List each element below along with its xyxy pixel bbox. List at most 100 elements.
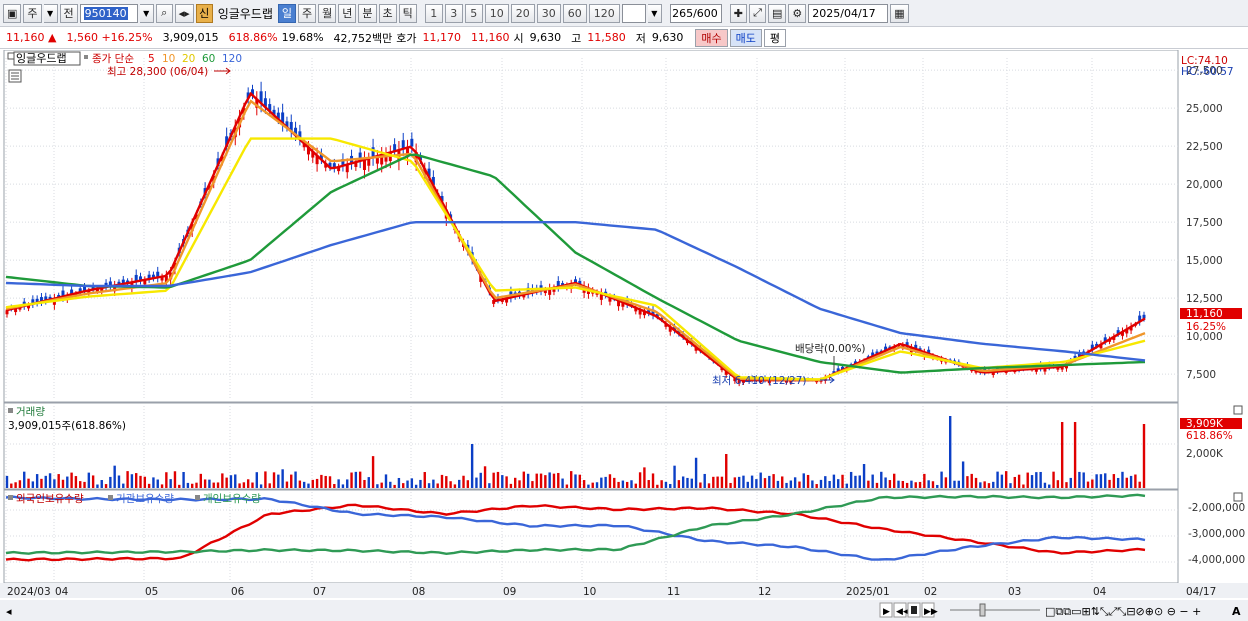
toolset-icons[interactable]: □⧉⧉▭⊞⇅⤡⤢⤡⊟⊘⊕⊙ ⊖ − + — [1045, 605, 1201, 618]
volume-bar — [70, 472, 73, 488]
volume-bar — [1013, 476, 1016, 488]
volume-bar — [246, 479, 250, 488]
scroll-bar[interactable] — [0, 600, 1248, 621]
volume-bar — [643, 467, 646, 488]
period-day-tab[interactable]: 일 — [277, 3, 297, 23]
candle-body — [380, 154, 384, 165]
period-month-tab[interactable]: 월 — [318, 3, 337, 23]
volume-bar — [552, 473, 556, 488]
x-tick-label: 10 — [583, 586, 596, 598]
minute-unit-120[interactable]: 120 — [588, 3, 620, 23]
gear-icon[interactable]: ⚙ — [788, 3, 807, 23]
volume-bar — [18, 480, 22, 488]
x-axis-bar — [0, 583, 1248, 598]
close-icon[interactable] — [1233, 405, 1243, 415]
volume-bar — [40, 478, 43, 488]
volume-bar — [216, 482, 220, 488]
speaker-icon[interactable]: ◂▸ — [174, 3, 194, 23]
zoom-slider-handle[interactable] — [979, 603, 986, 617]
volume-bar — [936, 484, 939, 488]
period-year-tab[interactable]: 년 — [338, 3, 357, 23]
volume-bar — [979, 482, 982, 488]
date-input[interactable]: 2025/04/17 — [808, 3, 889, 23]
volume-bar — [781, 476, 784, 488]
volume-bar — [733, 477, 737, 488]
holdings-ytick-2: -3,000,000 — [1188, 528, 1245, 540]
volume-bar — [389, 481, 392, 488]
volume-bar — [1078, 471, 1081, 488]
scroll-left-icon[interactable]: ◂ — [6, 605, 12, 618]
volume-bar — [354, 471, 358, 488]
candle-body — [61, 290, 65, 297]
volume-bar — [789, 480, 793, 488]
average-button[interactable]: 평 — [763, 28, 787, 47]
minute-unit-1[interactable]: 1 — [424, 3, 443, 23]
volume-bar — [561, 478, 564, 488]
crosshair-icon[interactable]: ✚ — [729, 3, 747, 23]
candle-body — [324, 163, 328, 168]
play-icon[interactable] — [879, 602, 893, 618]
stock-name-tag: 잉글우드랩 — [16, 52, 67, 65]
period-tick-tab[interactable]: 틱 — [398, 3, 417, 23]
close-icon[interactable] — [1233, 492, 1243, 502]
volume-bar — [367, 477, 370, 488]
calendar-icon[interactable]: ▦ — [890, 3, 909, 23]
bullet-icon — [8, 495, 13, 500]
candle-body — [901, 344, 905, 348]
save-icon[interactable]: ▤ — [768, 3, 787, 23]
candle-body — [530, 288, 534, 293]
buy-button[interactable]: 매수 — [695, 28, 728, 47]
minute-unit-10[interactable]: 10 — [484, 3, 509, 23]
minute-unit-60[interactable]: 60 — [562, 3, 587, 23]
candle-body — [526, 287, 530, 294]
volume-bar — [5, 475, 9, 488]
play-glyph: ▶ — [883, 607, 890, 617]
period-second-tab[interactable]: 초 — [378, 3, 397, 23]
bar-count-input[interactable]: 265/600 — [669, 3, 722, 23]
bullet-icon — [84, 55, 88, 59]
volume-bar — [1060, 422, 1064, 488]
search-icon[interactable]: ⌕ — [155, 3, 173, 23]
sell-button[interactable]: 매도 — [729, 28, 762, 47]
volume-bar — [518, 480, 521, 488]
volume-bar — [634, 483, 637, 488]
minute-unit-5[interactable]: 5 — [464, 3, 483, 23]
volume-bar — [186, 482, 190, 488]
volume-bar — [298, 480, 302, 488]
minute-unit-3[interactable]: 3 — [444, 3, 463, 23]
font-size-icon[interactable]: A — [1232, 605, 1241, 618]
volume-bar — [737, 476, 741, 488]
period-minute-tab[interactable]: 분 — [358, 3, 377, 23]
volume-bar — [393, 484, 396, 488]
volume-bar — [974, 477, 978, 488]
volume-bar — [238, 483, 241, 488]
chevron-down-icon[interactable]: ▼ — [43, 3, 58, 23]
volume-bar — [147, 483, 151, 488]
volume-bar — [10, 483, 13, 488]
minute-unit-20[interactable]: 20 — [510, 3, 535, 23]
unit-dropdown-icon[interactable]: ▼ — [647, 3, 662, 23]
draw-tool-icon[interactable]: ⤢ — [749, 3, 766, 23]
volume-bar — [587, 484, 590, 488]
code-dropdown-icon[interactable]: ▼ — [139, 3, 154, 23]
mode-select[interactable]: 전 — [59, 3, 78, 23]
candle-body — [207, 185, 211, 190]
market-type-select[interactable]: 주 — [23, 3, 42, 23]
stock-chart[interactable]: 7,500 10,000 12,500 15,000 17,500 20,000 22,50… — [0, 50, 1248, 621]
volume-bar — [156, 479, 159, 488]
period-week-tab[interactable]: 주 — [298, 3, 317, 23]
candle-body — [440, 196, 444, 202]
moving-average-lines — [5, 91, 1146, 382]
forward-icon[interactable] — [921, 602, 935, 618]
volume-bar — [923, 473, 926, 488]
candle-body — [375, 156, 379, 164]
rewind-icon[interactable] — [893, 602, 907, 618]
custom-unit-input[interactable] — [621, 3, 646, 23]
volume-bar — [130, 474, 134, 488]
candle-body — [737, 380, 741, 384]
ma10-label: 10 — [162, 53, 175, 65]
stock-code-input[interactable]: 950140 — [79, 3, 138, 23]
chart-window-icon[interactable]: ▣ — [3, 3, 22, 23]
volume-bar — [858, 475, 861, 488]
minute-unit-30[interactable]: 30 — [536, 3, 561, 23]
